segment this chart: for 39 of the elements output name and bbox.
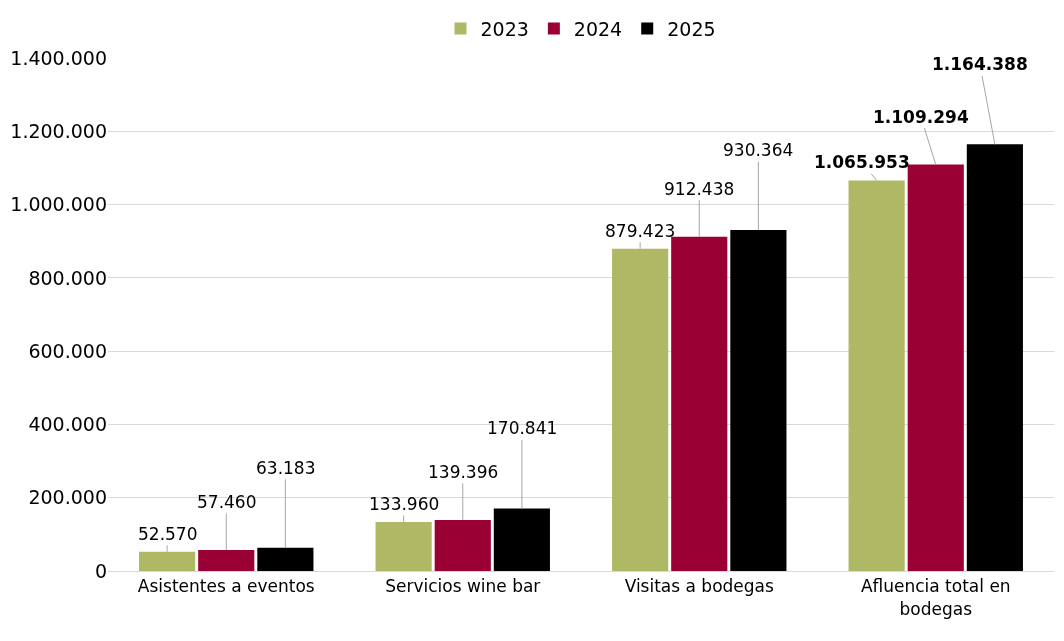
y-tick-label: 1.200.000 [10, 119, 107, 142]
legend-label: 2024 [573, 18, 623, 40]
bar [907, 164, 964, 571]
bar [493, 508, 550, 571]
y-tick-label: 600.000 [28, 339, 107, 362]
x-tick-label: Servicios wine bar [385, 576, 541, 597]
bar [730, 230, 787, 571]
bar [848, 180, 905, 571]
data-label: 1.164.388 [932, 54, 1028, 74]
data-label: 63.183 [256, 458, 316, 478]
y-tick-label: 0 [94, 559, 107, 582]
data-label: 170.841 [487, 418, 558, 438]
bar [257, 547, 314, 571]
bar [612, 248, 669, 571]
legend-label: 2023 [480, 18, 529, 40]
bar [671, 236, 728, 571]
data-label: 52.570 [138, 524, 198, 544]
y-tick-label: 200.000 [28, 486, 107, 509]
data-label: 57.460 [197, 492, 257, 512]
data-label: 912.438 [664, 179, 735, 199]
bar [434, 519, 491, 571]
y-tick-label: 800.000 [28, 266, 107, 289]
data-label: 879.423 [605, 221, 676, 241]
data-label: 133.960 [369, 494, 440, 514]
bar [966, 144, 1023, 571]
data-label: 930.364 [723, 140, 794, 160]
y-tick-label: 1.400.000 [10, 46, 107, 69]
legend-label: 2025 [667, 18, 716, 40]
bar [139, 551, 196, 571]
data-label: 139.396 [428, 462, 499, 482]
data-label: 1.109.294 [873, 107, 969, 127]
x-tick-label: Visitas a bodegas [624, 576, 775, 597]
bar [375, 521, 432, 571]
x-tick-label: Afluencia total en bodegas [860, 576, 1011, 619]
x-tick-label: Asistentes a eventos [137, 576, 315, 597]
bar [198, 549, 255, 571]
data-label: 1.065.953 [814, 152, 910, 172]
y-tick-label: 1.000.000 [10, 193, 107, 216]
y-tick-label: 400.000 [28, 413, 107, 436]
